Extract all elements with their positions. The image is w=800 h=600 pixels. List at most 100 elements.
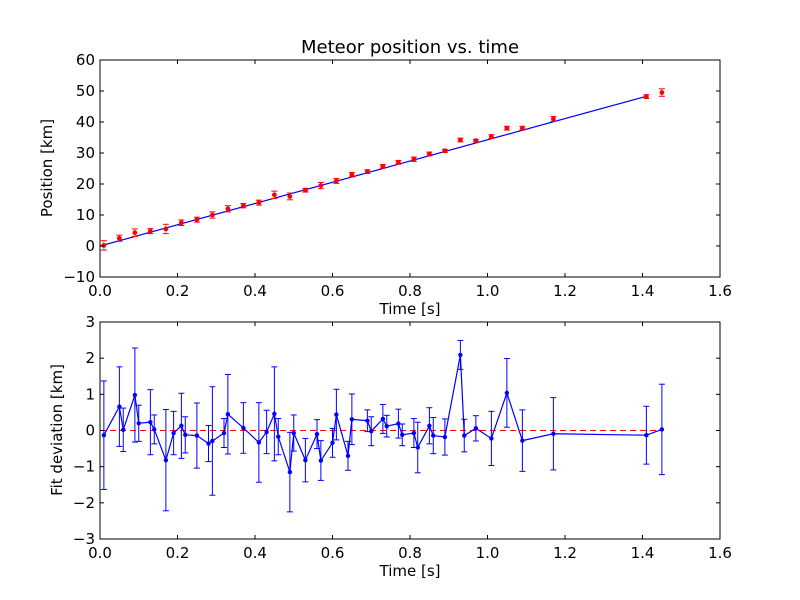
x-tick-label: 0.4 [243, 544, 267, 562]
residual-point [206, 441, 211, 446]
x-tick-label: 1.2 [553, 282, 577, 300]
x-tick-label: 0.4 [243, 282, 267, 300]
data-point [426, 151, 432, 157]
position-x-axis: 0.0 0.2 0.4 0.6 0.8 1.0 1.2 1.4 1.6 [88, 60, 732, 300]
y-tick-label: 3 [85, 313, 95, 331]
x-tick-label: 1.2 [553, 544, 577, 562]
data-point [442, 148, 448, 154]
residual-point [473, 426, 479, 431]
deviation-chart: 0.0 0.2 0.4 0.6 0.8 1.0 1.2 1.4 1.6 −3 −2 −1 0 1 2 3 T… [48, 313, 732, 580]
deviation-x-axis-label: Time [s] [379, 562, 441, 580]
residual-point [194, 433, 200, 438]
residual-point [396, 421, 401, 426]
y-tick-label: 0 [85, 237, 95, 255]
residual-point [183, 432, 188, 438]
data-point [473, 138, 479, 144]
y-tick-label: 60 [76, 51, 95, 69]
position-x-axis-label: Time [s] [379, 300, 441, 318]
data-point [333, 178, 339, 184]
data-point [395, 159, 401, 165]
data-point [643, 94, 649, 99]
data-point [225, 206, 231, 212]
y-tick-label: −10 [63, 268, 95, 286]
data-point [318, 183, 324, 188]
data-point [101, 242, 107, 248]
residual-point [349, 417, 355, 422]
residual-point [365, 418, 370, 423]
data-point [116, 235, 122, 241]
data-point [302, 187, 308, 193]
data-point [194, 217, 200, 223]
residual-point [520, 438, 525, 443]
y-tick-label: −3 [73, 530, 95, 548]
data-point [504, 125, 510, 131]
residual-point [644, 433, 649, 438]
y-tick-label: 2 [85, 349, 95, 367]
residual-point [256, 440, 262, 445]
residual-point [241, 425, 246, 431]
residual-point [369, 429, 374, 434]
residual-point [264, 429, 269, 435]
x-tick-label: 0.2 [166, 282, 190, 300]
x-tick-label: 1.6 [708, 282, 732, 300]
x-tick-label: 0.8 [398, 544, 422, 562]
position-y-axis-label: Position [km] [38, 119, 56, 217]
x-tick-label: 1.0 [476, 282, 500, 300]
residual-point [136, 421, 141, 426]
residual-point [345, 453, 351, 459]
x-tick-label: 0.8 [398, 282, 422, 300]
residual-point [380, 416, 386, 422]
data-point [240, 203, 246, 209]
residual-point [276, 434, 281, 439]
residual-point [152, 427, 157, 432]
residual-point [163, 457, 169, 463]
y-tick-label: 30 [76, 144, 95, 162]
residual-point [458, 352, 463, 358]
residual-point [303, 457, 308, 463]
y-tick-label: −2 [73, 494, 95, 512]
residual-point [489, 436, 494, 441]
y-tick-label: 0 [85, 422, 95, 440]
data-point [271, 192, 277, 198]
y-tick-label: 1 [85, 385, 95, 403]
residual-point [415, 445, 420, 450]
residual-point [314, 431, 320, 437]
data-point [163, 226, 169, 232]
residual-point [291, 430, 296, 436]
y-tick-label: −1 [73, 458, 95, 476]
data-point [256, 200, 262, 206]
data-point [364, 169, 370, 175]
residual-point [225, 412, 231, 417]
residual-point [117, 404, 122, 409]
residual-point [148, 419, 153, 425]
residual-point [462, 433, 467, 438]
residual-point [427, 423, 432, 428]
residual-point [318, 458, 324, 463]
residual-point [221, 430, 227, 436]
data-point [287, 194, 293, 199]
data-point [488, 134, 494, 139]
data-point [178, 220, 184, 226]
data-point [380, 163, 386, 169]
deviation-x-axis: 0.0 0.2 0.4 0.6 0.8 1.0 1.2 1.4 1.6 [88, 322, 732, 562]
residual-point [287, 469, 293, 475]
residual-point [334, 412, 339, 417]
residual-point [179, 423, 184, 428]
y-tick-label: 50 [76, 82, 95, 100]
data-point [147, 228, 153, 234]
deviation-y-axis-label: Fit deviation [km] [48, 364, 66, 496]
residual-point [384, 423, 389, 429]
data-point [519, 125, 525, 131]
position-chart-title: Meteor position vs. time [301, 37, 519, 58]
data-point [457, 137, 463, 143]
residual-point [210, 438, 215, 444]
x-tick-label: 0.6 [321, 282, 345, 300]
y-tick-label: 20 [76, 175, 95, 193]
residual-point [132, 392, 138, 398]
residual-point [330, 440, 335, 445]
data-point [349, 172, 355, 178]
x-tick-label: 0.2 [166, 544, 190, 562]
y-tick-label: 10 [76, 206, 95, 224]
residual-point [659, 427, 665, 432]
x-tick-label: 1.6 [708, 544, 732, 562]
